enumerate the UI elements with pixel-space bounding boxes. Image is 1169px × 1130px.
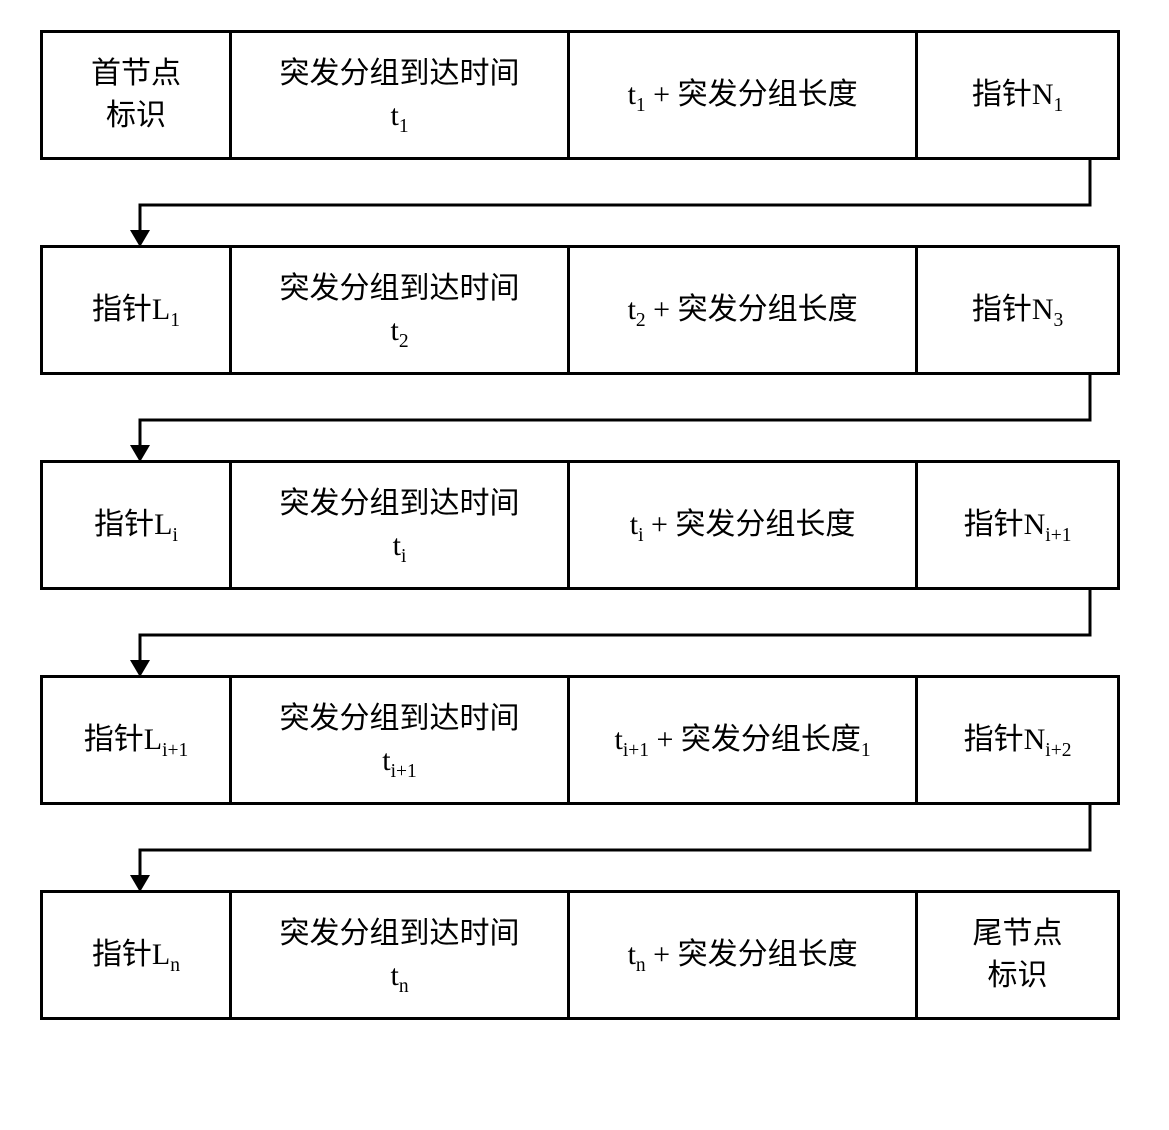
cell-text: ti + 突发分组长度 [630,504,856,546]
cell-head-marker: 首节点标识 [43,33,232,157]
node-row-2: 指针L1 突发分组到达时间t2 t2 + 突发分组长度 指针N3 [40,245,1120,375]
connector-arrow [30,160,1120,245]
cell-arrival-time: 突发分组到达时间t2 [232,248,570,372]
cell-prev-pointer: 指针Li+1 [43,678,232,802]
cell-length: t2 + 突发分组长度 [570,248,918,372]
node-row-3: 指针Li 突发分组到达时间ti ti + 突发分组长度 指针Ni+1 [40,460,1120,590]
node-row-1: 首节点标识 突发分组到达时间t1 t1 + 突发分组长度 指针N1 [40,30,1120,160]
cell-text: 指针Ni+1 [964,504,1072,546]
cell-arrival-time: 突发分组到达时间tn [232,893,570,1017]
cell-text: 突发分组到达时间t1 [280,53,520,137]
arrow-svg [30,160,1130,245]
cell-tail-marker: 尾节点标识 [918,893,1117,1017]
cell-text: 突发分组到达时间ti+1 [280,698,520,782]
arrow-svg [30,805,1130,890]
arrow-svg [30,590,1130,675]
cell-prev-pointer: 指针L1 [43,248,232,372]
node-row-5: 指针Ln 突发分组到达时间tn tn + 突发分组长度 尾节点标识 [40,890,1120,1020]
cell-text: 首节点标识 [91,53,181,137]
cell-length: ti + 突发分组长度 [570,463,918,587]
cell-text: 指针Li+1 [84,719,189,761]
cell-text: 指针Ni+2 [964,719,1072,761]
cell-prev-pointer: 指针Ln [43,893,232,1017]
cell-length: tn + 突发分组长度 [570,893,918,1017]
cell-text: t2 + 突发分组长度 [628,289,858,331]
cell-text: 突发分组到达时间tn [280,913,520,997]
connector-arrow [30,375,1120,460]
cell-text: 指针L1 [92,289,180,331]
node-row-4: 指针Li+1 突发分组到达时间ti+1 ti+1 + 突发分组长度1 指针Ni+… [40,675,1120,805]
cell-next-pointer: 指针Ni+1 [918,463,1117,587]
cell-text: t1 + 突发分组长度 [628,74,858,116]
cell-text: 突发分组到达时间t2 [280,268,520,352]
cell-arrival-time: 突发分组到达时间ti [232,463,570,587]
cell-text: 指针N1 [972,74,1063,116]
connector-arrow [30,805,1120,890]
connector-arrow [30,590,1120,675]
cell-length: ti+1 + 突发分组长度1 [570,678,918,802]
cell-next-pointer: 指针Ni+2 [918,678,1117,802]
cell-next-pointer: 指针N1 [918,33,1117,157]
cell-text: 突发分组到达时间ti [280,483,520,567]
cell-length: t1 + 突发分组长度 [570,33,918,157]
cell-prev-pointer: 指针Li [43,463,232,587]
cell-arrival-time: 突发分组到达时间t1 [232,33,570,157]
cell-text: 尾节点标识 [973,913,1063,997]
cell-arrival-time: 突发分组到达时间ti+1 [232,678,570,802]
cell-text: ti+1 + 突发分组长度1 [614,719,870,761]
linked-list-diagram: 首节点标识 突发分组到达时间t1 t1 + 突发分组长度 指针N1 指针L1 突… [30,30,1139,1020]
cell-text: 指针N3 [972,289,1063,331]
arrow-svg [30,375,1130,460]
cell-text: 指针Li [94,504,178,546]
cell-text: 指针Ln [92,934,180,976]
cell-text: tn + 突发分组长度 [628,934,858,976]
cell-next-pointer: 指针N3 [918,248,1117,372]
